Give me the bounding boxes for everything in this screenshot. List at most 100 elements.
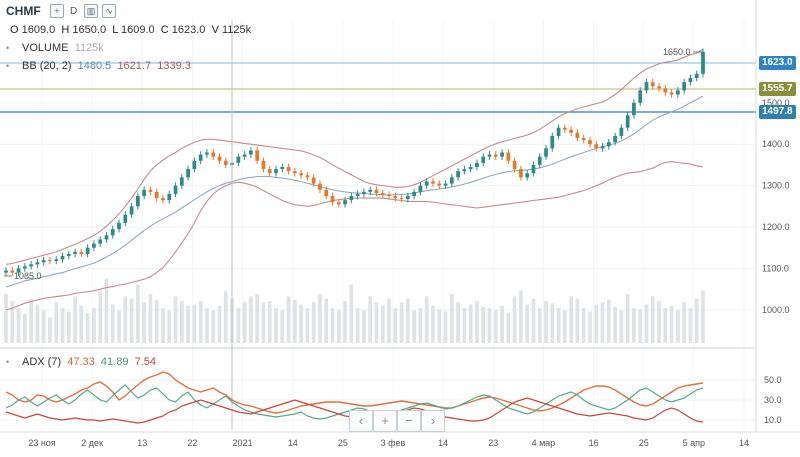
candle-body — [418, 185, 423, 192]
candle-body — [487, 154, 492, 157]
volume-bar — [85, 312, 90, 343]
volume-bar — [506, 312, 511, 343]
time-tick-label: 16 — [589, 438, 599, 448]
candle-body — [135, 195, 140, 207]
candle-body — [531, 164, 536, 174]
scroll-right-button[interactable]: › — [421, 410, 445, 432]
volume-collapse-icon[interactable]: • — [6, 43, 10, 53]
volume-bar — [98, 290, 103, 343]
zoom-in-button[interactable]: + — [373, 410, 397, 432]
volume-bar — [355, 308, 360, 343]
volume-bar — [449, 294, 454, 343]
volume-bar — [217, 305, 222, 343]
volume-bar — [211, 310, 216, 343]
candle-body — [600, 146, 605, 149]
candle-body — [336, 202, 341, 205]
candle-body — [669, 92, 674, 95]
volume-bar — [41, 310, 46, 343]
candle-body — [399, 198, 404, 200]
adx-collapse-icon[interactable]: • — [6, 357, 10, 367]
candle-body — [368, 189, 373, 192]
symbol-label[interactable]: CHMF — [6, 4, 41, 18]
volume-bar — [562, 310, 567, 343]
candle-body — [481, 156, 486, 163]
indicators-icon[interactable]: ∿ — [102, 4, 116, 18]
volume-bar — [330, 308, 335, 343]
candle-body — [588, 140, 592, 145]
volume-bar — [286, 296, 291, 343]
bb-legend[interactable]: BB (20, 2) 1480.5 1621.7 1339.3 — [22, 59, 191, 73]
volume-legend-label: VOLUME — [22, 42, 69, 54]
candle-body — [60, 256, 65, 260]
candle-body — [525, 173, 530, 178]
volume-bar — [481, 306, 486, 343]
candle-body — [619, 127, 624, 136]
volume-bar — [462, 308, 467, 343]
volume-bar — [431, 305, 435, 343]
candle-body — [424, 181, 429, 186]
candle-body — [449, 177, 454, 184]
candle-body — [54, 259, 59, 262]
volume-bar — [519, 290, 523, 343]
candle-body — [211, 152, 216, 157]
volume-bar — [22, 313, 27, 343]
candle-body — [324, 189, 329, 196]
candle-body — [129, 206, 134, 215]
candle-body — [10, 270, 15, 273]
volume-bar — [117, 310, 121, 343]
candle-body — [682, 82, 687, 91]
candle-body — [110, 229, 115, 236]
candle-body — [104, 235, 109, 240]
compare-icon[interactable]: + — [50, 4, 64, 18]
volume-bar — [192, 304, 197, 343]
ohlc-c-label: C — [160, 24, 169, 36]
adx-tick-label: 50.0 — [764, 375, 782, 385]
adx-legend-minus-di: 7.54 — [134, 356, 156, 368]
candle-body — [412, 191, 417, 196]
axis-labels: 1000.0 1100.0 1200.0 1300.0 1400.0 1500.0 50.0… — [28, 98, 789, 448]
volume-bar — [362, 310, 366, 343]
volume-bar — [261, 302, 266, 343]
volume-bar — [35, 304, 40, 343]
volume-bar — [537, 308, 542, 343]
price-tick-label: 1300.0 — [762, 181, 790, 191]
candle-body — [537, 156, 542, 165]
candle-body — [154, 191, 159, 199]
bb-legend-mid: 1480.5 — [77, 60, 112, 72]
volume-bar — [280, 310, 285, 343]
volume-bar — [594, 304, 599, 343]
candle-body — [349, 195, 354, 201]
adx-legend[interactable]: ADX (7) 47.33 41.89 7.54 — [22, 355, 156, 369]
price-pane — [0, 0, 756, 348]
candle-body — [311, 177, 316, 184]
candle-body — [85, 247, 90, 254]
ohlc-open: 1609.0 — [21, 24, 56, 36]
volume-bar — [669, 305, 674, 343]
bb-legend-lower: 1339.3 — [157, 60, 191, 72]
candle-body — [701, 51, 705, 74]
candle-body — [493, 154, 498, 157]
candle-body — [161, 198, 165, 201]
price-badge-1555: 1555.7 — [759, 82, 796, 96]
volume-bar — [374, 302, 379, 343]
candle-body — [443, 183, 448, 186]
volume-bar — [161, 308, 165, 343]
candle-body — [267, 169, 272, 174]
volume-bar — [368, 296, 373, 343]
bb-collapse-icon[interactable]: • — [6, 61, 10, 71]
volume-bar — [493, 310, 498, 343]
volume-legend[interactable]: VOLUME 1125k — [22, 41, 104, 55]
candle-body — [475, 162, 479, 168]
candle-body — [261, 160, 266, 170]
scroll-left-button[interactable]: ‹ — [349, 410, 373, 432]
adx-legend-label: ADX (7) — [22, 356, 62, 368]
candle-body — [657, 86, 661, 89]
candle-body — [186, 169, 190, 178]
zoom-out-button[interactable]: − — [397, 410, 421, 432]
chart-type-icon[interactable]: ▥ — [84, 4, 98, 18]
timeframe-button[interactable]: D — [70, 6, 78, 17]
volume-bar — [475, 301, 479, 343]
volume-bar — [657, 301, 661, 343]
candle-body — [562, 127, 567, 130]
